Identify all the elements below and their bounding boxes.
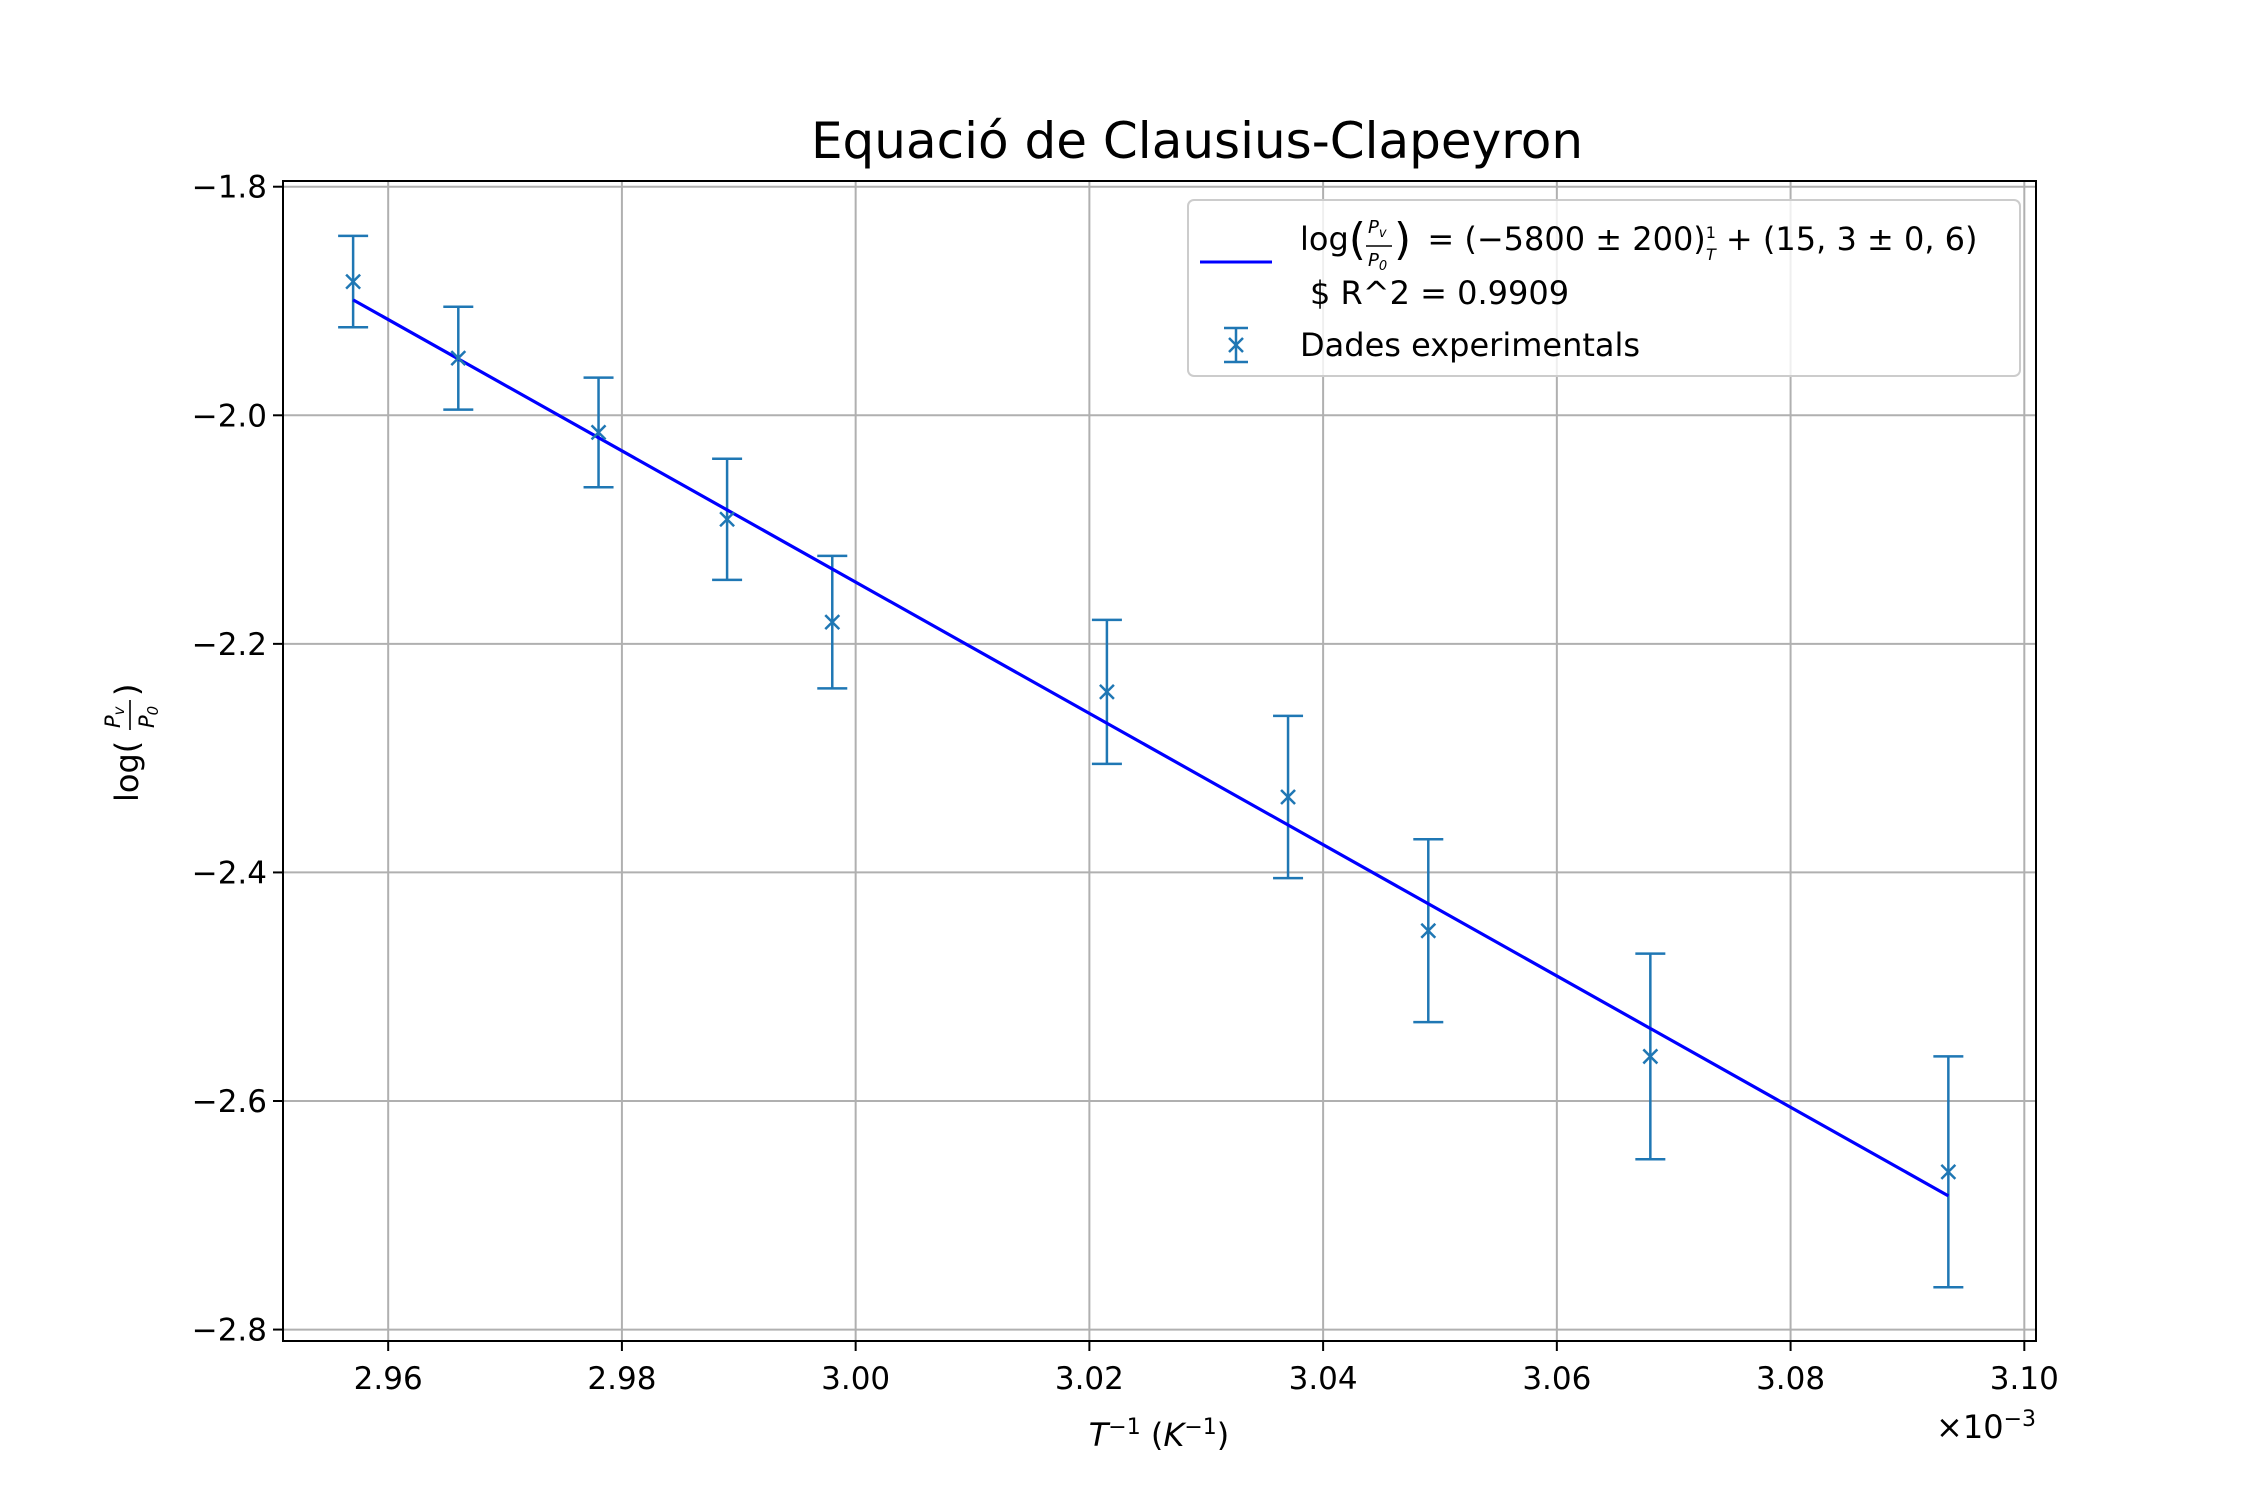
data-point <box>1099 683 1115 700</box>
x-tick-label: 3.02 <box>1055 1361 1124 1397</box>
legend-errorbar-swatch <box>1224 326 1248 364</box>
fit-line-path <box>352 298 1950 1198</box>
data-point <box>719 511 735 528</box>
error-bars <box>338 234 1964 1289</box>
legend-fit-equation: ) = (−5800 ± 200)1 T + (15, 3 ± 0, 6) <box>1394 214 1978 265</box>
data-point <box>1280 789 1296 805</box>
data-point <box>590 424 607 441</box>
y-tick-label: −2.0 <box>192 398 267 434</box>
data-point <box>1642 1048 1659 1065</box>
legend-box <box>1187 199 2021 377</box>
y-tick-label: −2.2 <box>192 627 267 663</box>
svg-text:log(: log( <box>108 741 146 802</box>
legend: log(Pv P0 ) = (−5800 ± 200)1 T + (15, 3 ±… <box>1187 199 2021 377</box>
legend-data-label: Dades experimentals <box>1300 326 1640 364</box>
x-tick-label: 3.06 <box>1522 1361 1591 1397</box>
x-tick-label: 3.10 <box>1990 1361 2059 1397</box>
y-tick-label: −2.8 <box>192 1313 267 1349</box>
chart-title: Equació de Clausius-Clapeyron <box>811 112 1583 170</box>
svg-text:Pv: Pv <box>101 705 128 728</box>
data-point <box>345 273 362 290</box>
legend-fit-r2: $ R^2 = 0.9909 <box>1310 274 1569 312</box>
y-axis-label: log( Pv P0 ) <box>101 684 162 802</box>
svg-text:): ) <box>108 684 146 696</box>
x-tick-label: 3.00 <box>821 1361 890 1397</box>
legend-fit-label: log(Pv <box>1300 214 1387 265</box>
x-axis-label: T−1 (K−1) <box>1089 1415 1230 1455</box>
y-tick-label: −2.4 <box>192 855 267 891</box>
x-axis-multiplier: ×10−3 <box>1936 1407 2036 1447</box>
data-point <box>1420 922 1437 939</box>
y-tick-label: −1.8 <box>192 170 267 206</box>
plot-frame <box>282 180 2037 1342</box>
x-axis-ticks: 2.96 2.98 3.00 3.02 3.04 3.06 3.08 3.10 <box>354 1341 2059 1397</box>
x-tick-label: 2.98 <box>587 1361 656 1397</box>
data-point <box>1940 1163 1957 1180</box>
data-point <box>450 350 467 367</box>
svg-text:P0: P0 <box>135 706 162 728</box>
x-tick-label: 3.04 <box>1289 1361 1358 1397</box>
y-axis-ticks: −1.8 −2.0 −2.2 −2.4 −2.6 −2.8 <box>192 170 283 1349</box>
x-tick-label: 3.08 <box>1756 1361 1825 1397</box>
data-point <box>824 614 841 631</box>
x-tick-label: 2.96 <box>354 1361 423 1397</box>
fit-line <box>352 298 1950 1198</box>
y-tick-label: −2.6 <box>192 1084 267 1120</box>
data-markers <box>345 273 1957 1180</box>
